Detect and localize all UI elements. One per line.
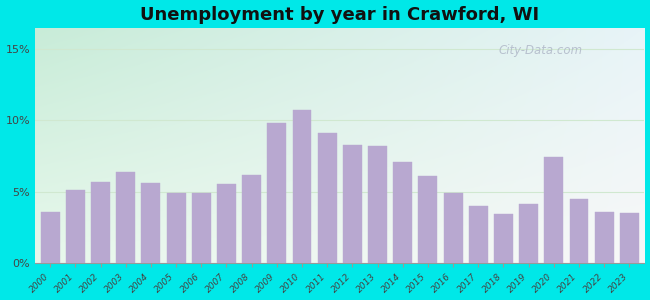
Bar <box>343 145 362 263</box>
Title: Unemployment by year in Crawford, WI: Unemployment by year in Crawford, WI <box>140 6 540 24</box>
Bar <box>242 175 261 263</box>
Bar <box>419 176 437 263</box>
Bar <box>217 184 236 263</box>
Bar <box>41 212 60 263</box>
Bar <box>192 193 211 263</box>
Bar <box>116 172 135 263</box>
Bar <box>292 110 311 263</box>
Text: City-Data.com: City-Data.com <box>498 44 582 57</box>
Bar <box>393 162 412 263</box>
Bar <box>494 214 513 263</box>
Bar <box>142 183 161 263</box>
Bar <box>443 193 463 263</box>
Bar <box>166 193 185 263</box>
Bar <box>91 182 110 263</box>
Bar <box>620 213 639 263</box>
Bar <box>469 206 488 263</box>
Bar <box>595 212 614 263</box>
Bar <box>519 204 538 263</box>
Bar <box>368 146 387 263</box>
Bar <box>66 190 84 263</box>
Bar <box>267 123 286 263</box>
Bar <box>318 133 337 263</box>
Bar <box>569 199 588 263</box>
Bar <box>544 158 564 263</box>
